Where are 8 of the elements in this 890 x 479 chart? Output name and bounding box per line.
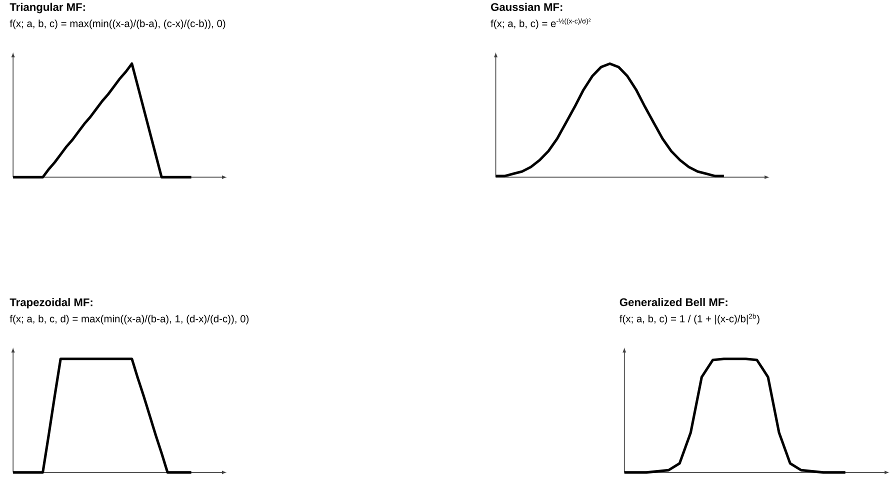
chart-subtitle: f(x; a, b, c) = e$^{-½((x-c)/σ)²}$ bbox=[490, 18, 591, 30]
chart-title: Trapezoidal MF: bbox=[10, 298, 92, 308]
chart-subtitle: f(x; a, b, c) = max(min((x-a)/(b-a), (c-x)/(c-b)), 0) bbox=[10, 20, 226, 30]
chart-title: Gaussian MF: bbox=[491, 2, 562, 11]
chart-title: Generalized Bell MF: bbox=[620, 298, 728, 306]
chart-subtitle: f(x; a, b, c, d) = max(min((x-a)/(b-a), 1, (d-x)/(d-c)), 0) bbox=[10, 314, 249, 324]
chart-title: Triangular MF: bbox=[10, 2, 85, 14]
chart-subtitle: f(x; a, b, c) = 1 / (1 + |(x-c)/b|$^{2b}$) bbox=[620, 313, 760, 324]
